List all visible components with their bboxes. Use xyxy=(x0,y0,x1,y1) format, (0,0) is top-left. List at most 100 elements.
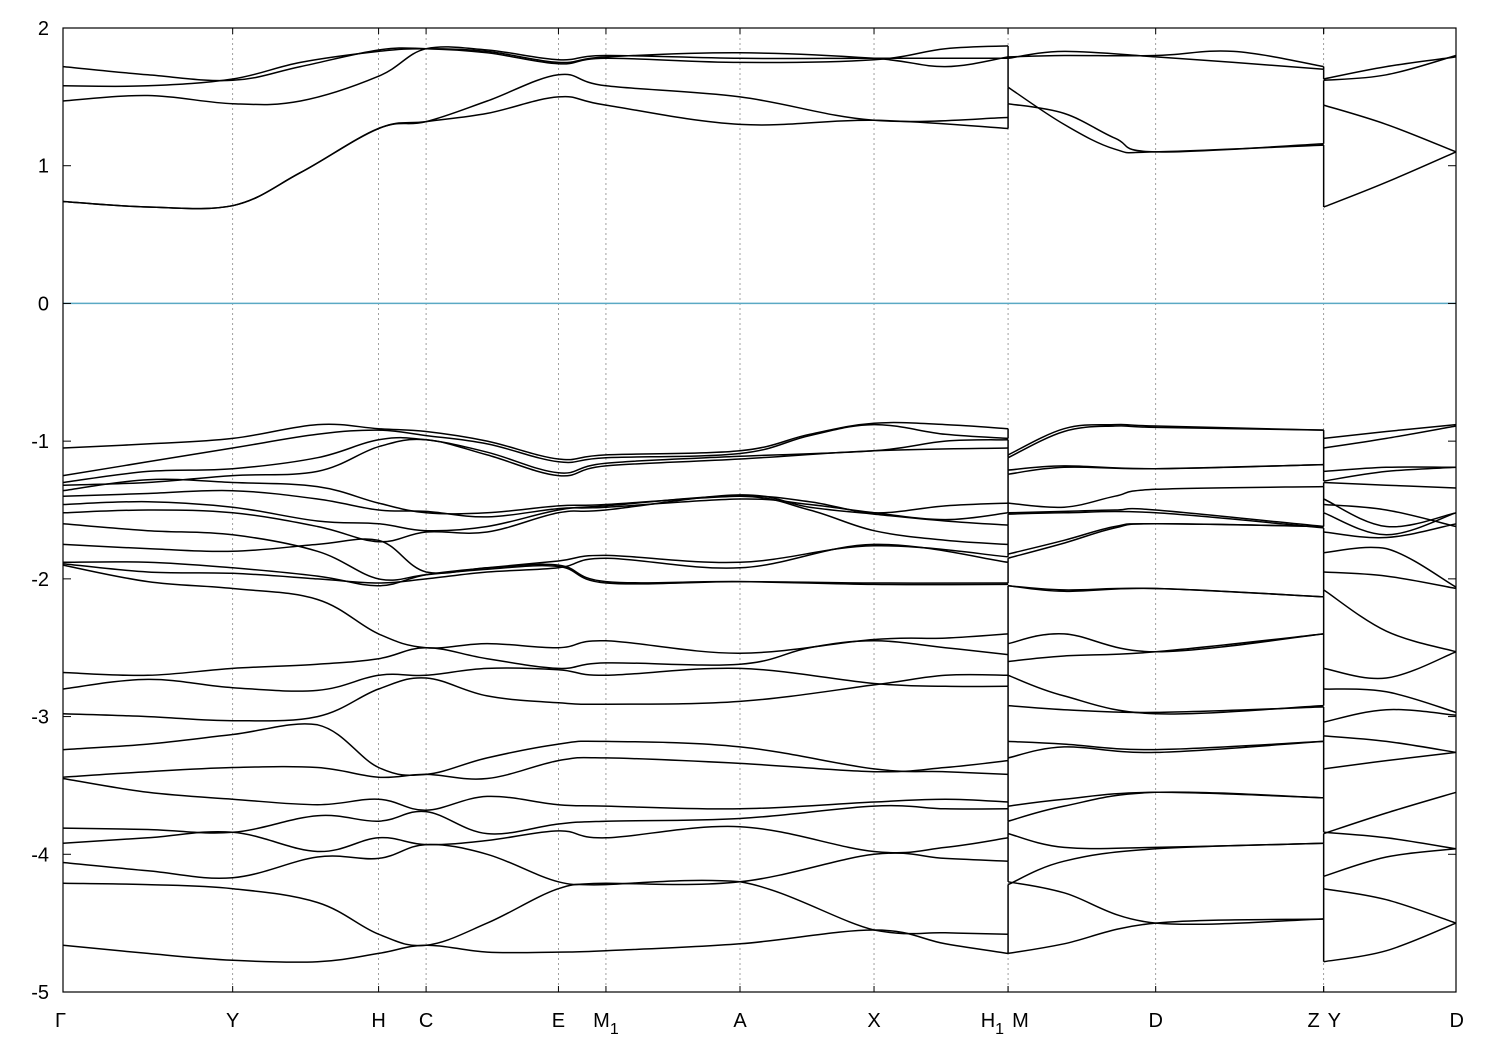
band-line xyxy=(1007,86,1324,154)
band-line xyxy=(1323,708,1457,723)
band-line xyxy=(1008,485,1324,509)
band-line xyxy=(1007,523,1324,555)
band-line xyxy=(1323,688,1457,714)
band-line xyxy=(1007,881,1324,926)
band-line xyxy=(1323,54,1457,82)
y-tick-label: -5 xyxy=(31,982,49,1004)
y-tick-label: 0 xyxy=(38,293,49,315)
band-line xyxy=(62,45,1009,82)
band-line xyxy=(1323,887,1457,924)
band-line xyxy=(62,667,1009,692)
x-tick-label: A xyxy=(733,1010,747,1032)
x-tick-label: E xyxy=(552,1010,565,1032)
band-line xyxy=(1008,633,1324,663)
band-line xyxy=(62,489,1009,521)
band-line xyxy=(1323,589,1457,653)
band-line xyxy=(1007,791,1324,822)
band-line xyxy=(1323,466,1457,473)
band-line xyxy=(1323,751,1457,770)
band-line xyxy=(1323,523,1457,539)
band-line xyxy=(1323,466,1457,482)
x-tick-label: Y xyxy=(1328,1010,1341,1032)
x-tick-label: D xyxy=(1450,1010,1464,1032)
band-line xyxy=(1007,918,1324,955)
band-line xyxy=(1008,791,1324,807)
band-line xyxy=(62,494,1009,543)
band-line xyxy=(1323,423,1457,440)
x-tick-label: M xyxy=(1012,1010,1029,1032)
band-line xyxy=(1007,633,1324,653)
band-line xyxy=(62,438,1009,486)
x-tick-label: C xyxy=(419,1010,433,1032)
band-line xyxy=(1323,151,1457,208)
x-tick-label: H1 xyxy=(981,1010,1004,1038)
plot-frame xyxy=(62,27,1457,993)
band-line xyxy=(1323,571,1457,590)
band-line xyxy=(1323,481,1457,489)
band-line xyxy=(1323,831,1457,850)
x-tick-label: H xyxy=(371,1010,385,1032)
band-line xyxy=(1007,740,1324,759)
band-line xyxy=(1323,791,1457,835)
band-line xyxy=(62,545,1009,587)
x-tick-label: D xyxy=(1148,1010,1162,1032)
band-line xyxy=(62,73,1009,210)
band-line xyxy=(62,804,1009,835)
x-tick-label: Y xyxy=(226,1010,239,1032)
y-tick-label: -1 xyxy=(31,431,49,453)
x-tick-label: Γ xyxy=(55,1010,66,1032)
band-line xyxy=(62,879,1009,947)
band-line xyxy=(1323,651,1457,680)
y-tick-label: -4 xyxy=(31,844,49,866)
band-line xyxy=(1007,523,1324,559)
band-line xyxy=(62,95,1009,210)
band-line xyxy=(1323,922,1457,963)
band-line xyxy=(62,723,1009,777)
y-tick-label: 2 xyxy=(38,18,49,40)
band-line xyxy=(1008,50,1324,71)
band-line xyxy=(1323,56,1457,80)
band-line xyxy=(62,46,1009,106)
band-line xyxy=(62,929,1009,963)
band-line xyxy=(62,423,1009,477)
band-line xyxy=(62,825,1009,854)
y-tick-label: 1 xyxy=(38,156,49,178)
band-line xyxy=(1323,512,1457,536)
band-line xyxy=(62,436,1009,484)
band-line xyxy=(1323,425,1457,449)
band-line xyxy=(62,543,1009,584)
band-line xyxy=(1007,832,1324,850)
band-line xyxy=(1323,848,1457,878)
band-line xyxy=(62,777,1009,811)
x-tick-label: Z xyxy=(1307,1010,1319,1032)
band-line xyxy=(1323,104,1457,153)
band-line xyxy=(62,523,1009,585)
y-tick-label: -3 xyxy=(31,707,49,729)
x-axis-ticks: Γ Y H C E M1 A X H1 M D Z Y D xyxy=(55,28,1464,1038)
band-line xyxy=(62,421,1009,461)
band-line xyxy=(1007,425,1324,459)
band-line xyxy=(1008,507,1324,528)
band-line xyxy=(1008,463,1324,475)
band-line xyxy=(1008,740,1324,751)
band-line xyxy=(62,495,1009,546)
band-line xyxy=(1323,735,1457,754)
x-tick-label: X xyxy=(867,1010,880,1032)
band-line xyxy=(1323,503,1457,528)
band-line xyxy=(1323,498,1457,528)
band-line xyxy=(62,756,1009,780)
band-line xyxy=(1008,50,1324,68)
band-line xyxy=(1008,510,1324,529)
x-tick-label: M1 xyxy=(593,1010,619,1038)
band-line xyxy=(62,564,1009,654)
band-lines xyxy=(62,45,1457,963)
band-line xyxy=(1008,584,1324,598)
band-line xyxy=(1008,704,1324,714)
y-axis-ticks: 2 1 0 -1 -2 -3 -4 -5 xyxy=(31,18,1456,1004)
band-line xyxy=(62,673,1009,722)
band-line xyxy=(1007,842,1324,886)
band-line xyxy=(1007,102,1324,153)
band-line xyxy=(1323,546,1457,588)
band-line xyxy=(62,478,1009,515)
